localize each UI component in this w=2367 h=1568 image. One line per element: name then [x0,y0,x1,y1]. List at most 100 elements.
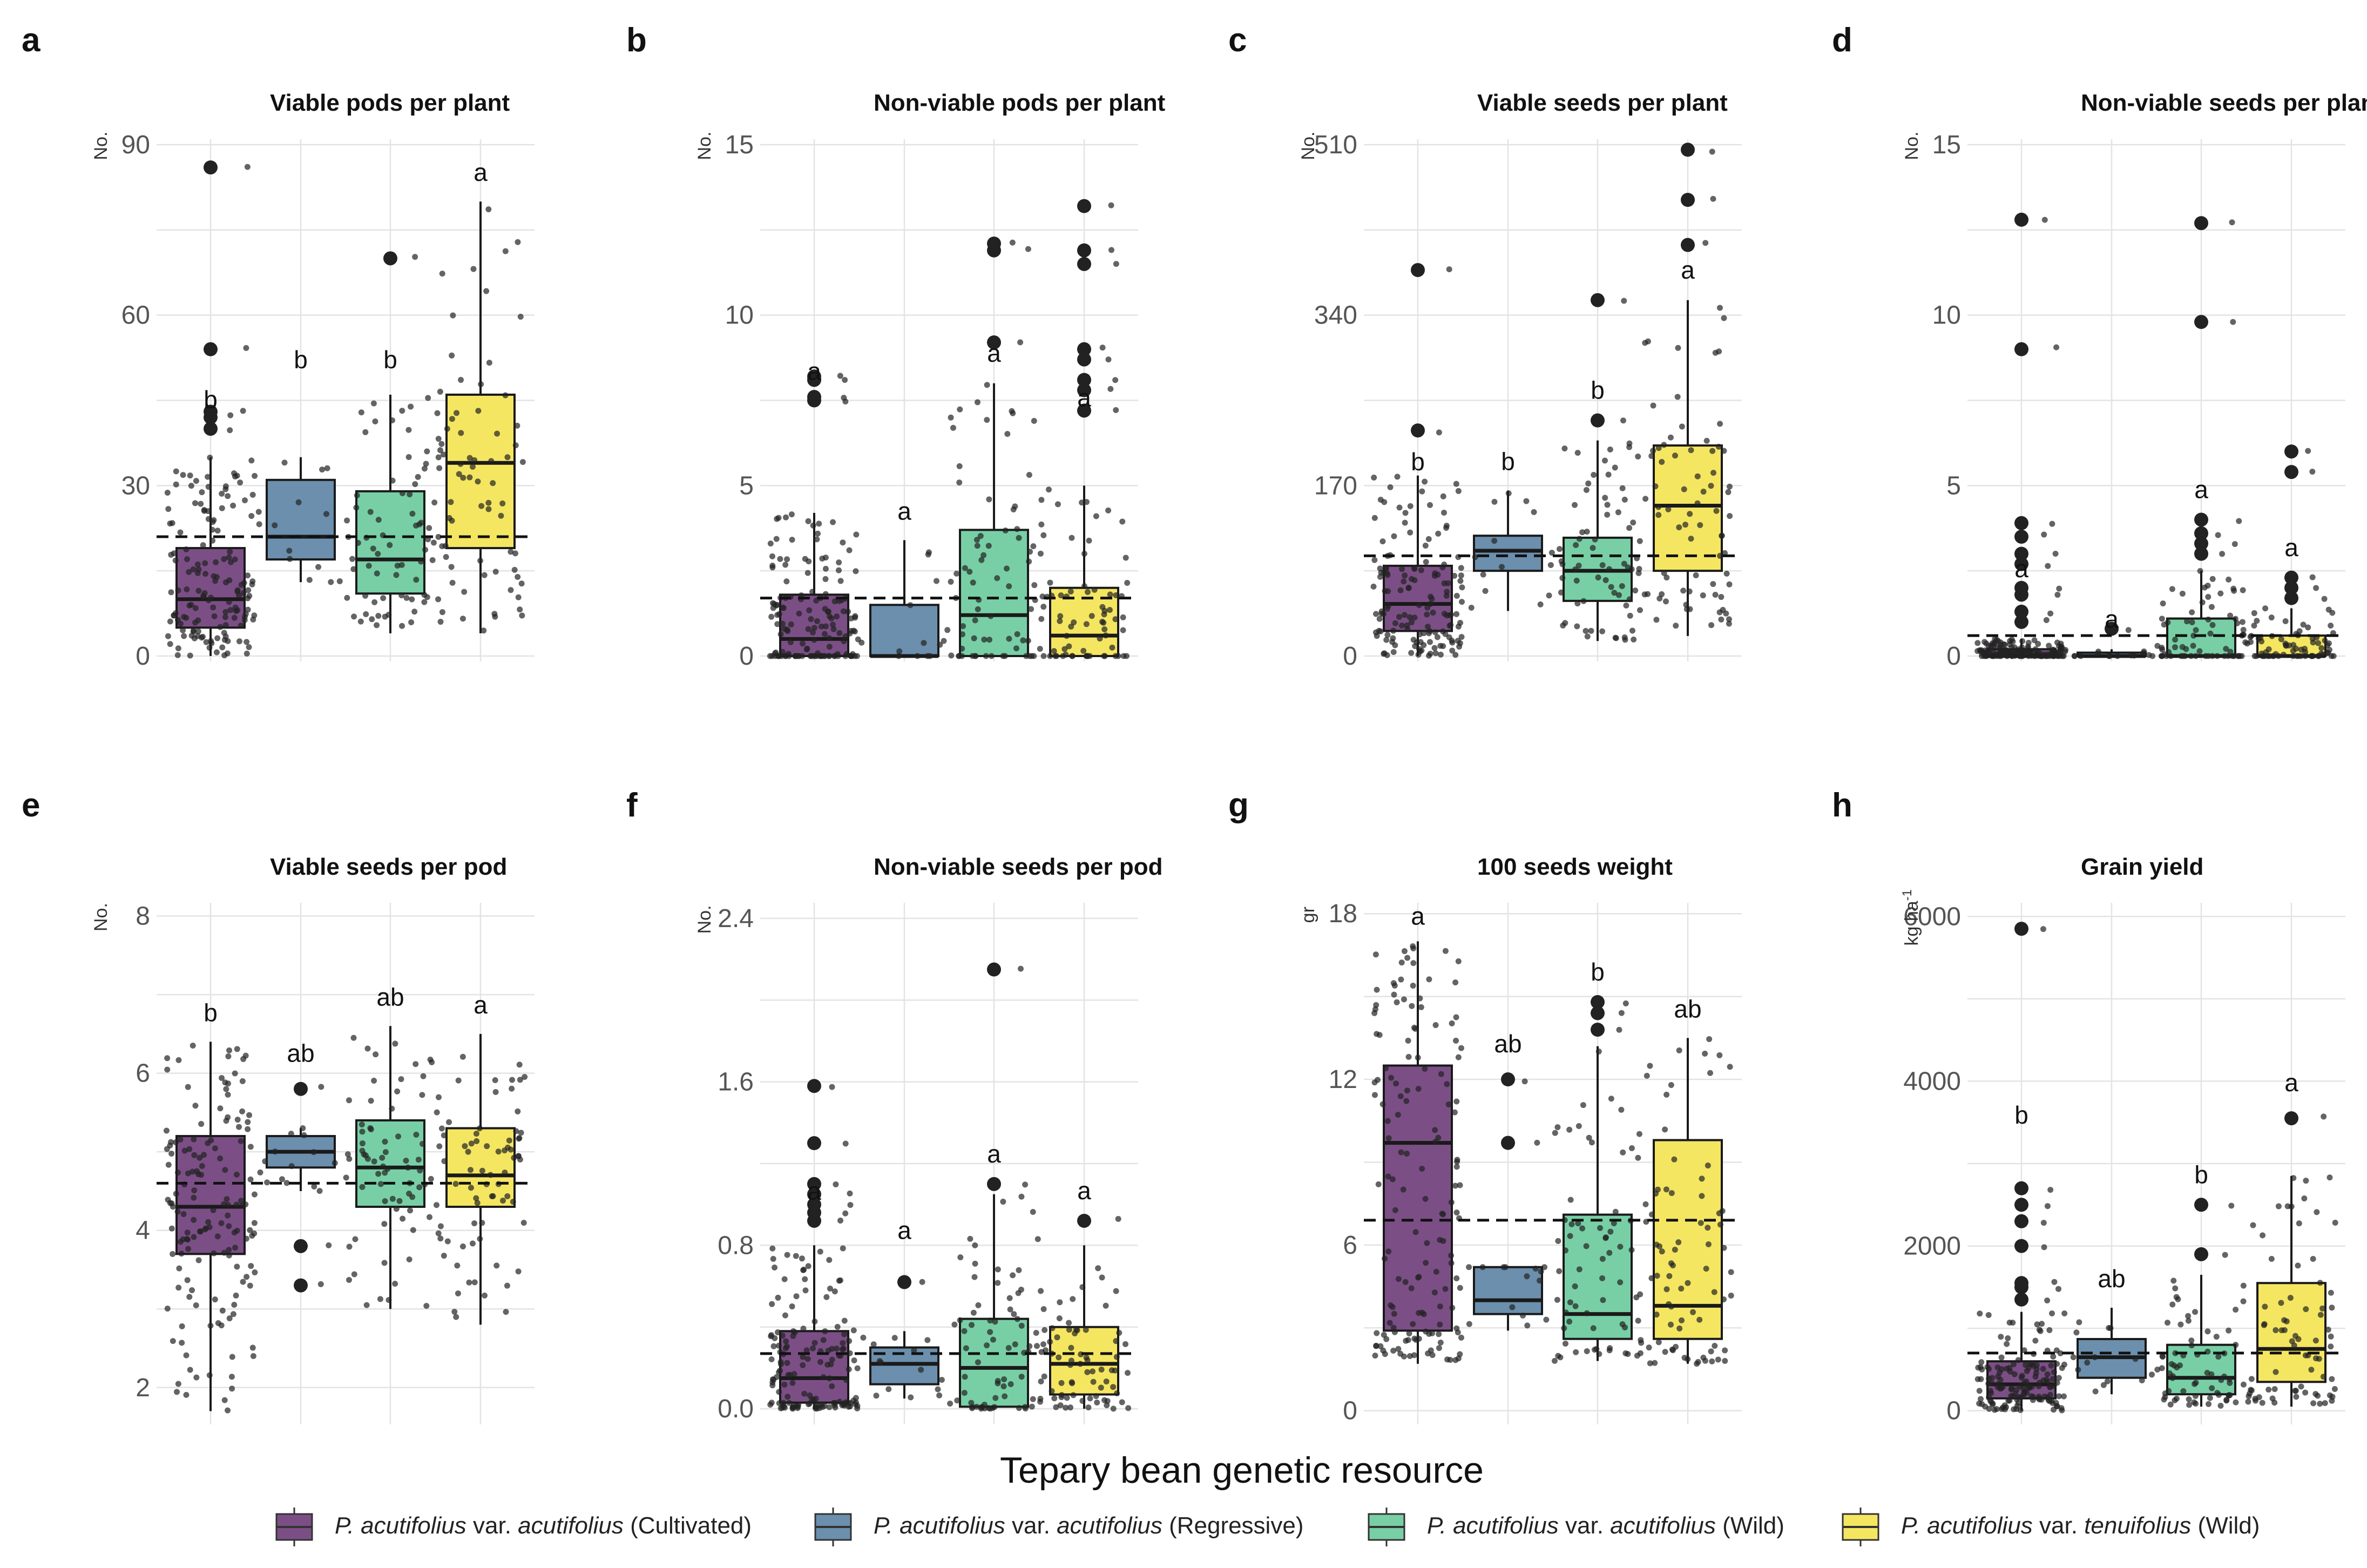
jitter-point [354,492,360,499]
jitter-point [1444,1081,1450,1087]
jitter-point [448,564,455,570]
jitter-point [2040,926,2046,932]
jitter-point [908,1394,914,1401]
jitter-point [1661,570,1667,576]
jitter-point [453,1314,459,1320]
jitter-point [802,1287,809,1294]
jitter-point [2125,627,2132,633]
jitter-point [1074,1327,1080,1334]
jitter-point [352,1236,359,1242]
jitter-point [966,569,973,575]
jitter-point [2051,653,2057,659]
jitter-point [181,613,187,620]
jitter-point [1053,1404,1059,1410]
jitter-point [2040,651,2046,658]
jitter-point [2029,1361,2035,1367]
jitter-point [1608,584,1614,590]
jitter-point [1389,639,1396,645]
box-regressive: a [860,1216,945,1401]
jitter-point [1661,442,1667,448]
jitter-point [1002,653,1008,659]
jitter-point [2062,647,2069,653]
jitter-point [1113,1354,1120,1360]
jitter-point [1676,1047,1682,1053]
jitter-point [1590,545,1596,551]
jitter-point [1085,653,1091,659]
jitter-point [221,1201,227,1207]
jitter-point [1554,1124,1561,1131]
jitter-point [1112,653,1119,659]
jitter-point [1422,478,1428,485]
jitter-point [911,1347,917,1354]
jitter-point [1109,644,1115,651]
jitter-point [981,636,988,643]
box-regressive: ab [1466,1030,1550,1331]
jitter-point [193,1374,200,1381]
jitter-point [186,603,193,609]
jitter-point [953,570,960,577]
jitter-point [1401,1353,1407,1360]
jitter-point [2325,606,2332,613]
jitter-point [1537,601,1544,607]
jitter-point [184,586,190,592]
jitter-point [1030,1209,1036,1215]
jitter-point [1621,496,1628,503]
jitter-point [2283,1318,2290,1324]
panel-label: d [1832,22,1852,59]
jitter-point [2021,650,2027,657]
jitter-point [1648,452,1655,459]
jitter-point [1636,607,1643,613]
jitter-point [195,1257,202,1263]
jitter-point [177,1136,184,1143]
jitter-point [2223,646,2229,652]
jitter-point [1998,1354,2005,1361]
jitter-point [462,1143,468,1150]
jitter-point [1385,1173,1391,1180]
jitter-point [1611,590,1618,596]
jitter-point [194,570,201,576]
jitter-point [1555,1238,1561,1244]
jitter-point [1590,1325,1597,1332]
jitter-point [1009,239,1016,246]
y-axis-label: No. [694,132,715,160]
jitter-point [2260,653,2267,659]
jitter-point [1419,1309,1425,1316]
box-iqr [959,529,1029,658]
jitter-point [820,1337,827,1343]
jitter-point [768,1356,775,1362]
jitter-point [2193,1380,2199,1386]
jitter-point [419,1140,425,1147]
jitter-point [810,522,816,529]
jitter-point [780,604,786,611]
jitter-point [994,575,1000,582]
panel-title: Viable pods per plant [270,90,510,116]
jitter-point [2282,618,2289,624]
jitter-point [961,1328,968,1334]
jitter-point [956,653,962,659]
jitter-point [1622,1324,1628,1331]
jitter-point [2227,612,2234,619]
jitter-point [956,479,963,486]
significance-letter: b [2194,1160,2208,1188]
jitter-point [1621,298,1627,304]
jitter-point [1712,1342,1718,1349]
significance-letter: ab [1494,1030,1521,1058]
jitter-point [1099,344,1106,351]
jitter-point [185,1084,191,1090]
jitter-point [396,1198,403,1204]
jitter-point [419,1092,425,1098]
jitter-point [2278,1327,2285,1334]
panel-title: 100 seeds weight [1477,854,1673,880]
jitter-point [1705,1163,1711,1169]
jitter-point [1974,640,1981,646]
jitter-point [776,1389,782,1395]
jitter-point [473,1195,479,1201]
jitter-point [2190,632,2197,639]
jitter-point [190,566,197,573]
jitter-point [2041,1244,2047,1251]
jitter-point [803,1347,810,1354]
jitter-point [187,472,193,479]
jitter-point [1438,1071,1444,1077]
outlier-point [1501,1072,1515,1087]
jitter-point [2240,1282,2247,1289]
